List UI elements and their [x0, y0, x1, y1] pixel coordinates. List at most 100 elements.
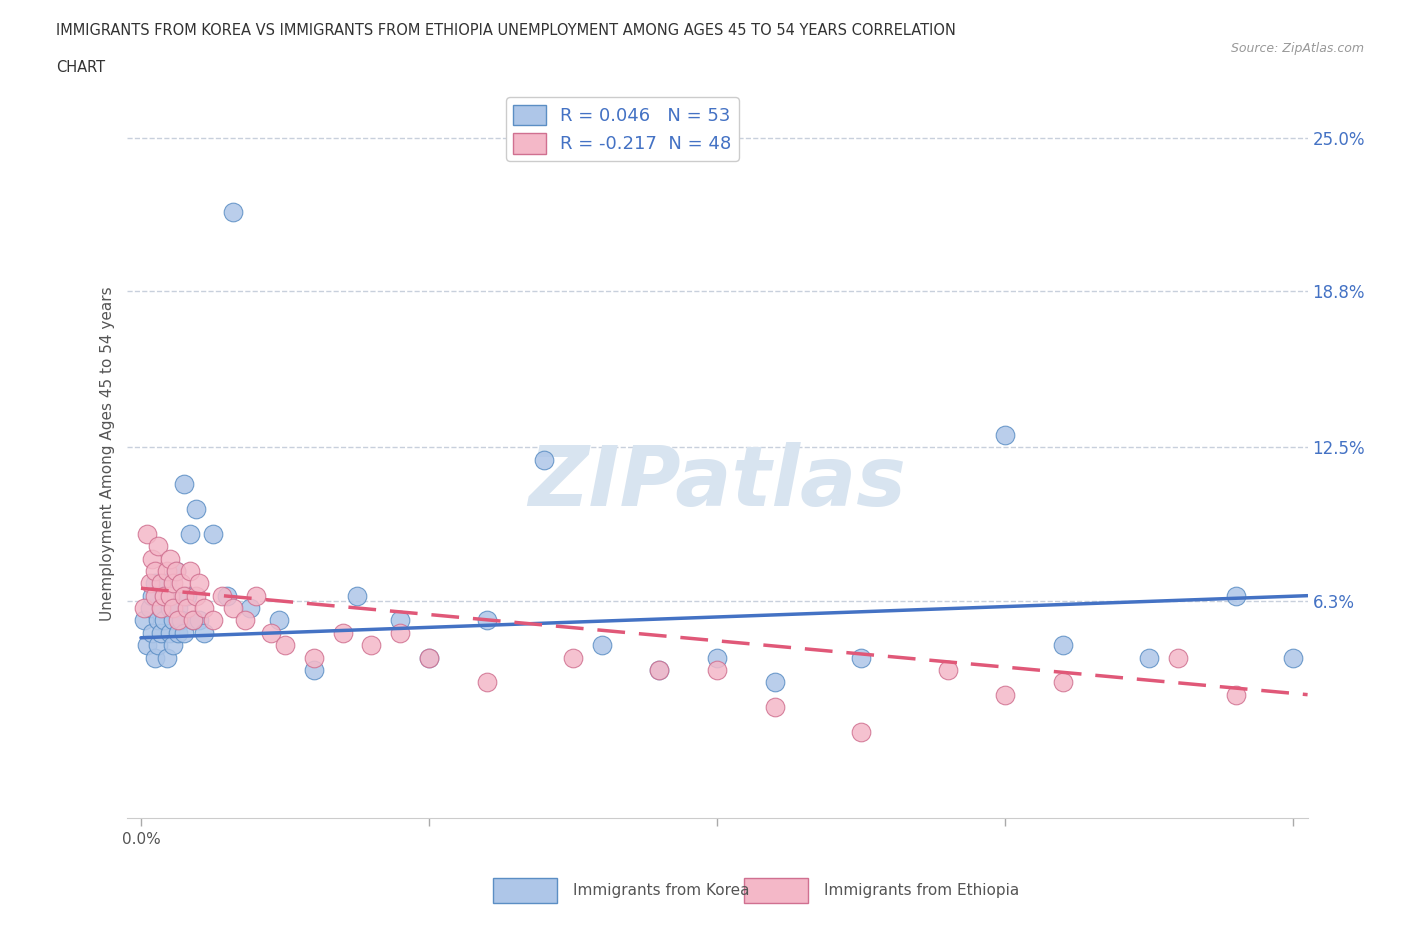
Point [148, 613, 170, 628]
Point [217, 589, 239, 604]
Point [1052, 675, 1074, 690]
Point [193, 601, 215, 616]
Point [179, 564, 201, 578]
Point [201, 526, 224, 541]
Point [1225, 589, 1247, 604]
Point [173, 625, 195, 640]
Point [418, 650, 440, 665]
Point [143, 564, 166, 578]
Point [148, 638, 170, 653]
Point [994, 428, 1017, 443]
Point [162, 601, 184, 616]
Point [193, 625, 215, 640]
Point [475, 613, 498, 628]
Point [1137, 650, 1160, 665]
Point [141, 589, 163, 604]
Point [167, 613, 190, 628]
Point [176, 601, 198, 616]
Point [156, 564, 179, 578]
Point [562, 650, 585, 665]
Point [143, 650, 166, 665]
Point [156, 650, 179, 665]
Point [1282, 650, 1305, 665]
Point [181, 613, 204, 628]
Point [187, 576, 209, 591]
Point [153, 589, 176, 604]
Text: Immigrants from Korea: Immigrants from Korea [572, 883, 749, 898]
Point [187, 613, 209, 628]
Point [1167, 650, 1189, 665]
Point [201, 613, 224, 628]
Point [138, 576, 160, 591]
Point [302, 650, 325, 665]
Point [706, 650, 728, 665]
Point [994, 687, 1017, 702]
Point [143, 576, 166, 591]
Point [302, 662, 325, 677]
Point [162, 613, 184, 628]
Point [389, 613, 412, 628]
Point [153, 589, 176, 604]
Point [143, 589, 166, 604]
Point [222, 205, 245, 219]
Point [167, 625, 190, 640]
FancyBboxPatch shape [492, 878, 557, 903]
Point [763, 699, 786, 714]
Point [153, 613, 176, 628]
Point [533, 452, 555, 467]
Point [159, 589, 181, 604]
Point [165, 564, 187, 578]
Point [936, 662, 959, 677]
Point [173, 589, 195, 604]
Point [173, 477, 195, 492]
Point [222, 601, 245, 616]
Point [184, 501, 207, 516]
Point [141, 625, 163, 640]
Text: ZIPatlas: ZIPatlas [529, 442, 905, 523]
Point [181, 613, 204, 628]
Point [706, 662, 728, 677]
Point [239, 601, 262, 616]
Point [150, 625, 173, 640]
Point [156, 576, 179, 591]
Point [259, 625, 281, 640]
Point [233, 613, 256, 628]
Point [132, 601, 155, 616]
Point [211, 589, 233, 604]
Point [162, 576, 184, 591]
Point [179, 526, 201, 541]
Point [849, 724, 872, 739]
Point [269, 613, 291, 628]
Point [150, 601, 173, 616]
Point [418, 650, 440, 665]
Point [184, 589, 207, 604]
Point [274, 638, 297, 653]
Point [389, 625, 412, 640]
Point [159, 625, 181, 640]
Text: CHART: CHART [56, 60, 105, 75]
Point [360, 638, 382, 653]
Point [141, 551, 163, 566]
Y-axis label: Unemployment Among Ages 45 to 54 years: Unemployment Among Ages 45 to 54 years [100, 286, 115, 620]
Text: Immigrants from Ethiopia: Immigrants from Ethiopia [824, 883, 1019, 898]
Point [849, 650, 872, 665]
Point [148, 538, 170, 553]
Point [1225, 687, 1247, 702]
Point [165, 589, 187, 604]
Text: IMMIGRANTS FROM KOREA VS IMMIGRANTS FROM ETHIOPIA UNEMPLOYMENT AMONG AGES 45 TO : IMMIGRANTS FROM KOREA VS IMMIGRANTS FROM… [56, 23, 956, 38]
Point [167, 601, 190, 616]
FancyBboxPatch shape [744, 878, 808, 903]
Point [162, 638, 184, 653]
Point [165, 564, 187, 578]
Legend: R = 0.046   N = 53, R = -0.217  N = 48: R = 0.046 N = 53, R = -0.217 N = 48 [506, 98, 740, 161]
Point [1052, 638, 1074, 653]
Point [159, 551, 181, 566]
Point [150, 576, 173, 591]
Point [475, 675, 498, 690]
Point [135, 638, 157, 653]
Point [245, 589, 267, 604]
Point [176, 589, 198, 604]
Point [332, 625, 354, 640]
Point [132, 613, 155, 628]
Point [138, 601, 160, 616]
